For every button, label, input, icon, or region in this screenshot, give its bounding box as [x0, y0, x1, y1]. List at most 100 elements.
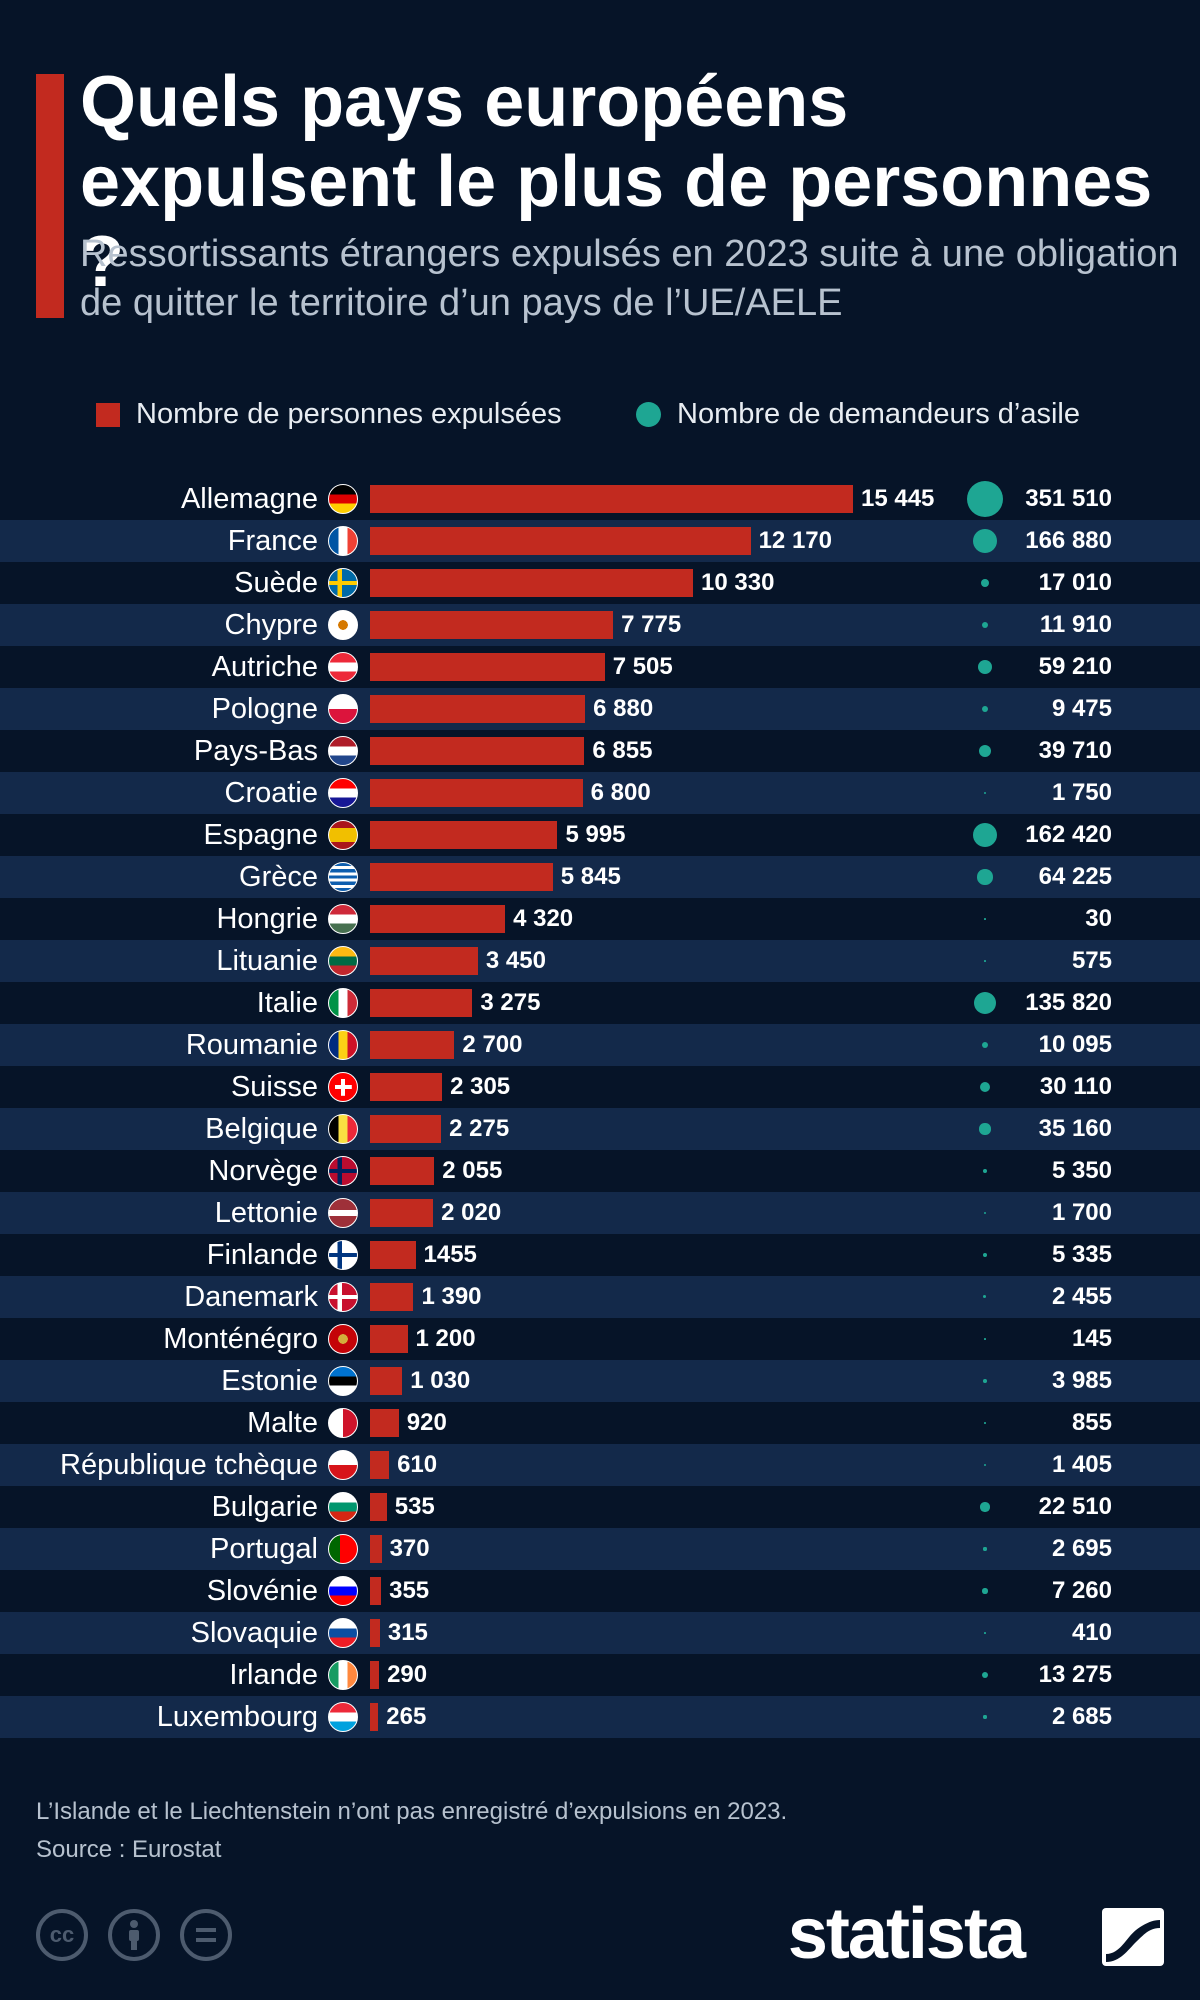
- asylum-value-label: 5 335: [1051, 1241, 1112, 1268]
- flag-icon: [328, 1366, 358, 1396]
- asylum-value-label: 855: [1071, 1409, 1112, 1436]
- expelled-value-label: 7 775: [621, 611, 682, 638]
- expelled-value-label: 6 855: [592, 737, 653, 764]
- expelled-bar: [370, 863, 553, 891]
- expelled-value-label: 3 275: [480, 989, 541, 1016]
- expelled-value-label: 290: [387, 1661, 428, 1688]
- asylum-bubble: [980, 1502, 990, 1512]
- asylum-value-label: 145: [1071, 1325, 1112, 1352]
- asylum-value-label: 1 405: [1051, 1451, 1112, 1478]
- asylum-bubble: [979, 1123, 991, 1135]
- asylum-value-label: 135 820: [1025, 989, 1112, 1016]
- legend-item-asylum: Nombre de demandeurs d’asile: [636, 398, 1080, 431]
- expelled-bar: [370, 1409, 399, 1437]
- country-label: Italie: [256, 987, 318, 1019]
- country-label: Monténégro: [163, 1323, 318, 1355]
- asylum-bubble: [972, 528, 998, 554]
- country-label: Chypre: [224, 609, 319, 641]
- asylum-value-label: 30 110: [1039, 1073, 1112, 1100]
- table-row: Suisse 2 305 30 110: [0, 1066, 1200, 1108]
- table-row: Chypre 7 775 11 910: [0, 604, 1200, 646]
- flag-icon: [328, 1030, 358, 1060]
- flag-icon: [328, 652, 358, 682]
- country-label: France: [227, 525, 318, 557]
- table-row: Pays-Bas 6 855 39 710: [0, 730, 1200, 772]
- asylum-bubble: [984, 1338, 986, 1340]
- flag-icon: [328, 1450, 358, 1480]
- expelled-bar: [370, 905, 506, 933]
- expelled-bar: [370, 653, 605, 681]
- table-row: Lettonie 2 020 1 700: [0, 1192, 1200, 1234]
- legend-swatch-expelled: [96, 402, 120, 427]
- expelled-bar: [370, 527, 751, 555]
- expelled-bar: [370, 1367, 403, 1395]
- table-row: Malte 920 855: [0, 1402, 1200, 1444]
- asylum-bubble: [981, 1041, 989, 1049]
- asylum-value-label: 64 225: [1038, 863, 1112, 890]
- flag-icon: [328, 568, 358, 598]
- expelled-value-label: 2 700: [462, 1031, 523, 1058]
- expelled-value-label: 265: [386, 1703, 427, 1730]
- asylum-value-label: 2 455: [1051, 1283, 1112, 1310]
- asylum-value-label: 59 210: [1038, 653, 1112, 680]
- table-row: Suède 10 330 17 010: [0, 562, 1200, 604]
- flag-icon: [328, 1408, 358, 1438]
- flag-icon: [328, 1618, 358, 1648]
- expelled-value-label: 2 020: [441, 1199, 502, 1226]
- asylum-bubble: [983, 1463, 987, 1467]
- expelled-value-label: 12 170: [758, 527, 832, 554]
- asylum-bubble: [981, 1671, 989, 1679]
- country-label: Roumanie: [185, 1029, 318, 1061]
- country-label: Croatie: [224, 777, 319, 809]
- table-row: Irlande 290 13 275: [0, 1654, 1200, 1696]
- expelled-value-label: 6 800: [590, 779, 651, 806]
- expelled-bar: [370, 737, 585, 765]
- flag-icon: [328, 778, 358, 808]
- country-label: Allemagne: [180, 483, 318, 515]
- asylum-value-label: 5 350: [1051, 1157, 1112, 1184]
- flag-icon: [328, 988, 358, 1018]
- asylum-value-label: 1 700: [1051, 1199, 1112, 1226]
- asylum-value-label: 13 275: [1038, 1661, 1112, 1688]
- chart-legend: Nombre de personnes expulsées Nombre de …: [0, 398, 1200, 438]
- flag-icon: [328, 1660, 358, 1690]
- footnote: L’Islande et le Liechtenstein n’ont pas …: [36, 1798, 788, 1825]
- table-row: Lituanie 3 450 575: [0, 940, 1200, 982]
- table-row: Grèce 5 845 64 225: [0, 856, 1200, 898]
- asylum-bubble: [983, 1379, 987, 1383]
- flag-icon: [328, 526, 358, 556]
- asylum-value-label: 3 985: [1051, 1367, 1112, 1394]
- expelled-value-label: 15 445: [861, 485, 935, 512]
- table-row: Slovaquie 315 410: [0, 1612, 1200, 1654]
- asylum-bubble: [978, 744, 992, 758]
- asylum-bubble: [981, 579, 989, 587]
- expelled-value-label: 1 390: [421, 1283, 482, 1310]
- table-row: Espagne 5 995 162 420: [0, 814, 1200, 856]
- country-label: Hongrie: [216, 903, 318, 935]
- asylum-value-label: 2 685: [1051, 1703, 1112, 1730]
- asylum-bubble: [979, 1081, 991, 1093]
- flag-icon: [328, 1198, 358, 1228]
- expelled-bar: [370, 1031, 455, 1059]
- country-label: Suisse: [230, 1071, 318, 1103]
- asylum-bubble: [984, 1422, 986, 1424]
- page-title: Quels pays européens expulsent le plus d…: [80, 62, 1153, 302]
- asylum-bubble: [984, 960, 986, 962]
- expelled-bar: [370, 989, 473, 1017]
- flag-icon: [328, 694, 358, 724]
- table-row: Slovénie 355 7 260: [0, 1570, 1200, 1612]
- table-row: Danemark 1 390 2 455: [0, 1276, 1200, 1318]
- source-note: Source : Eurostat: [36, 1836, 222, 1863]
- country-label: Belgique: [205, 1113, 318, 1145]
- country-label: Luxembourg: [156, 1701, 318, 1733]
- asylum-bubble: [973, 991, 997, 1015]
- expelled-bar: [370, 821, 558, 849]
- asylum-value-label: 17 010: [1038, 569, 1112, 596]
- legend-swatch-asylum: [636, 402, 661, 427]
- expelled-bar: [370, 695, 586, 723]
- table-row: République tchèque 610 1 405: [0, 1444, 1200, 1486]
- expelled-bar: [370, 1577, 382, 1605]
- flag-icon: [328, 820, 358, 850]
- table-row: Portugal 370 2 695: [0, 1528, 1200, 1570]
- legend-label-asylum: Nombre de demandeurs d’asile: [677, 398, 1080, 430]
